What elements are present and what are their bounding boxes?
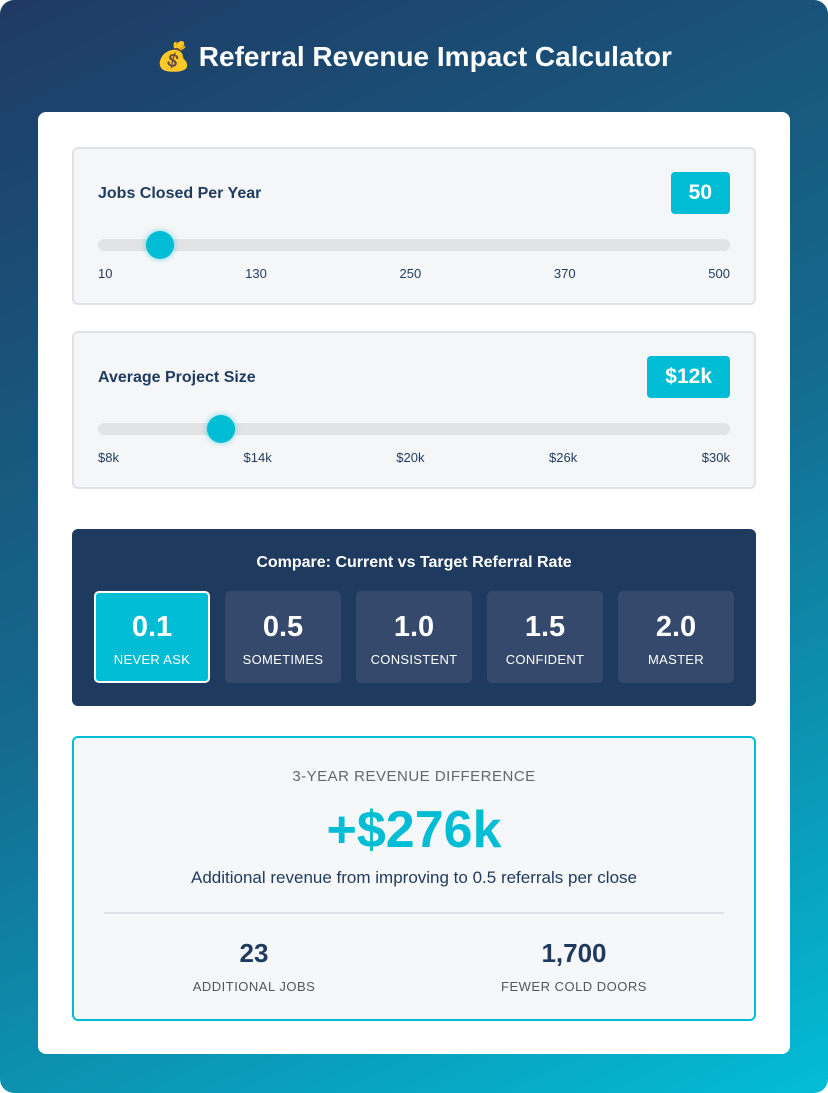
slider-thumb[interactable] xyxy=(207,415,236,443)
rate-option[interactable]: 1.0 CONSISTENT xyxy=(356,591,472,683)
result-description: Additional revenue from improving to 0.5… xyxy=(191,868,637,887)
rate-option[interactable]: 1.5 CONFIDENT xyxy=(487,591,603,683)
option-label: NEVER ASK xyxy=(113,652,191,667)
result-amount: +$276k xyxy=(326,801,502,859)
slider-label: Jobs Closed Per Year xyxy=(98,185,262,202)
tick-label: 500 xyxy=(708,266,730,281)
slider-panel: Jobs Closed Per Year 50 10 130 250 370 500 xyxy=(72,147,756,305)
tick-label: $14k xyxy=(243,450,272,465)
slider-label: Average Project Size xyxy=(98,369,256,386)
page-title: 💰 Referral Revenue Impact Calculator xyxy=(156,41,672,72)
tick-label: $26k xyxy=(549,450,578,465)
option-value: 0.5 xyxy=(262,611,304,643)
tick-label: $30k xyxy=(701,450,730,465)
divider xyxy=(104,912,724,914)
compare-panel: Compare: Current vs Target Referral Rate… xyxy=(72,529,756,706)
rate-option[interactable]: 0.1 NEVER ASK xyxy=(94,591,210,683)
tick-label: 370 xyxy=(553,266,576,281)
option-label: SOMETIMES xyxy=(242,652,324,667)
slider-track[interactable] xyxy=(98,231,730,259)
stat: 1,700 FEWER COLD DOORS xyxy=(424,938,724,994)
slider-value: 50 xyxy=(670,172,730,214)
slider-track[interactable] xyxy=(98,415,730,443)
slider-ticks: $8k $14k $20k $26k $30k xyxy=(98,450,730,465)
option-value: 2.0 xyxy=(655,611,697,643)
option-label: MASTER xyxy=(648,652,704,667)
slider-value: $12k xyxy=(647,356,730,398)
compare-title: Compare: Current vs Target Referral Rate xyxy=(256,554,572,571)
result-panel: 3-YEAR REVENUE DIFFERENCE +$276k Additio… xyxy=(72,736,756,1021)
option-value: 0.1 xyxy=(131,611,173,643)
tick-label: 130 xyxy=(245,266,267,281)
slider-ticks: 10 130 250 370 500 xyxy=(98,266,730,281)
option-value: 1.5 xyxy=(524,611,566,643)
stat: 23 ADDITIONAL JOBS xyxy=(104,938,404,994)
tick-label: $8k xyxy=(98,450,119,465)
option-label: CONSISTENT xyxy=(370,652,458,667)
stat-value: 23 xyxy=(239,938,269,968)
tick-label: 10 xyxy=(98,266,113,281)
tick-label: $20k xyxy=(396,450,425,465)
slider-panel: Average Project Size $12k $8k $14k $20k $26… xyxy=(72,331,756,489)
stat-label: FEWER COLD DOORS xyxy=(501,979,647,994)
result-heading: 3-YEAR REVENUE DIFFERENCE xyxy=(292,768,536,785)
stat-label: ADDITIONAL JOBS xyxy=(192,979,316,994)
option-value: 1.0 xyxy=(393,611,435,643)
option-label: CONFIDENT xyxy=(505,652,585,667)
calculator-card: Jobs Closed Per Year 50 10 130 250 370 500 A… xyxy=(38,112,790,1054)
compare-options: 0.1 NEVER ASK 0.5 SOMETIMES 1.0 CONSISTENT 1.5… xyxy=(94,591,734,683)
rate-option[interactable]: 2.0 MASTER xyxy=(618,591,734,683)
slider-thumb[interactable] xyxy=(145,231,174,259)
stat-value: 1,700 xyxy=(541,938,607,968)
tick-label: 250 xyxy=(399,266,422,281)
rate-option[interactable]: 0.5 SOMETIMES xyxy=(225,591,341,683)
